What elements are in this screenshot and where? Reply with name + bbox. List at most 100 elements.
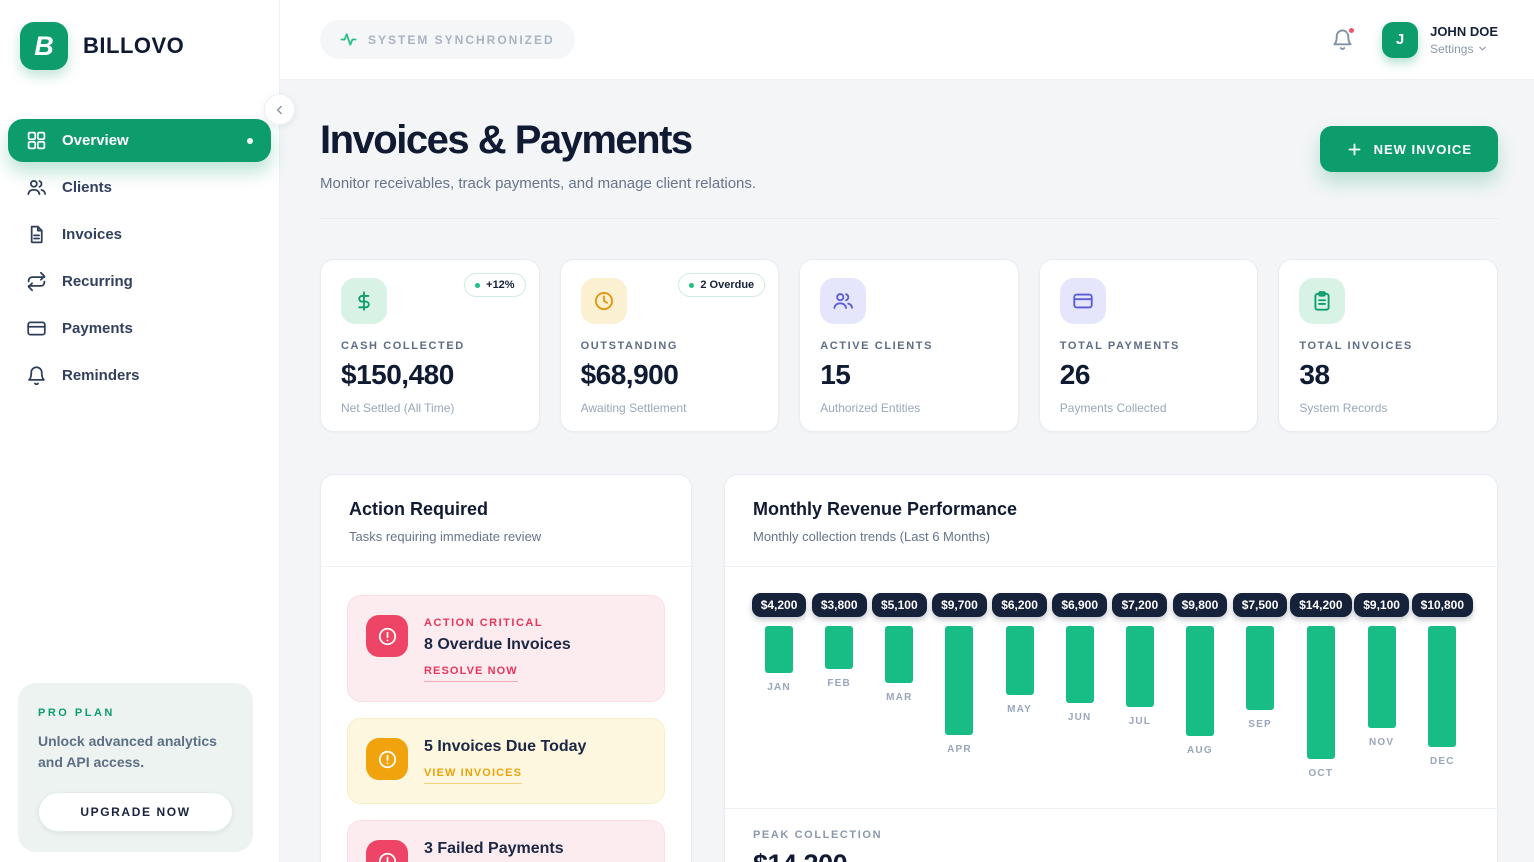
brand-name: BILLOVO [83, 33, 185, 58]
view-invoices-link[interactable]: VIEW INVOICES [424, 767, 523, 784]
new-invoice-label: NEW INVOICE [1373, 141, 1472, 157]
chart-column-oct: $14,200 OCT [1290, 593, 1352, 779]
resolve-now-link[interactable]: RESOLVE NOW [424, 665, 518, 682]
bar-value-label: $5,100 [871, 593, 927, 617]
badge-dot [689, 282, 695, 288]
alert-circle-icon [366, 840, 408, 862]
stat-card-total-payments: TOTAL PAYMENTS 26 Payments Collected [1038, 259, 1259, 432]
page-title: Invoices & Payments [320, 118, 693, 162]
chart-columns: $4,200 JAN $3,800 FEB $5,100 MAR $9,700 APR $6,2… [749, 593, 1474, 779]
action-item-3-failed-payments: 3 Failed Payments VIEW PAYMENTS [347, 820, 665, 862]
notifications-button[interactable] [1331, 26, 1357, 51]
bar-value-label: $9,700 [932, 593, 987, 617]
sidebar-item-label: Payments [62, 320, 133, 337]
users-icon [26, 177, 47, 198]
stat-footer: Authorized Entities [820, 401, 921, 415]
bar-value-label: $3,800 [811, 593, 867, 617]
stat-value: $68,900 [580, 359, 679, 390]
upgrade-now-button[interactable]: UPGRADE NOW [38, 792, 233, 832]
revenue-title: Monthly Revenue Performance [753, 499, 1018, 519]
bar-value-label: $9,100 [1354, 593, 1409, 617]
chart-column-feb: $3,800 FEB [809, 593, 869, 779]
notification-dot [1347, 26, 1357, 35]
peak-collection-label: PEAK COLLECTION [753, 829, 883, 841]
topbar-right: J JOHN DOE Settings [1331, 21, 1498, 58]
chart-column-may: $6,200 MAY [990, 593, 1050, 779]
header-divider [320, 218, 1498, 219]
bar-month-label: JUN [1067, 712, 1092, 723]
stat-footer: Net Settled (All Time) [341, 401, 455, 415]
bar-month-label: SEP [1248, 719, 1272, 730]
badge-dot [475, 282, 481, 288]
bar [1125, 626, 1154, 707]
chart-column-jun: $6,900 JUN [1050, 593, 1110, 779]
brand: B BILLOVO [0, 0, 279, 92]
new-invoice-button[interactable]: NEW INVOICE [1319, 126, 1498, 172]
bar [1065, 626, 1094, 703]
bar-value-label: $14,200 [1290, 593, 1352, 617]
chart-column-mar: $5,100 MAR [869, 593, 929, 779]
avatar: J [1382, 21, 1419, 58]
activity-pulse-icon [340, 31, 357, 48]
active-dot [247, 137, 253, 144]
action-title: 3 Failed Payments [424, 840, 564, 857]
user-menu[interactable]: J JOHN DOE Settings [1382, 21, 1498, 58]
bar [1306, 626, 1335, 759]
chevron-down-icon [1477, 43, 1488, 54]
system-status-label: SYSTEM SYNCHRONIZED [368, 32, 555, 47]
sidebar-item-label: Clients [62, 179, 113, 196]
stat-label: TOTAL INVOICES [1299, 340, 1413, 352]
stats-row: +12% CASH COLLECTED $150,480 Net Settled… [320, 259, 1498, 432]
bar-month-label: AUG [1187, 745, 1213, 756]
dollar-icon [341, 278, 387, 324]
stat-badge: +12% [464, 273, 526, 297]
sidebar-collapse-button[interactable] [264, 94, 295, 125]
action-title: 5 Invoices Due Today [424, 738, 587, 755]
bar-value-label: $9,800 [1172, 593, 1228, 617]
sidebar-item-payments[interactable]: Payments [8, 307, 271, 350]
stat-value: 26 [1059, 359, 1091, 390]
user-name: JOHN DOE [1430, 23, 1498, 39]
card-icon [1059, 278, 1106, 324]
bar-month-label: OCT [1308, 768, 1334, 779]
sidebar-item-clients[interactable]: Clients [8, 166, 271, 209]
bar-month-label: JUL [1128, 716, 1152, 727]
bar-month-label: MAY [1007, 704, 1033, 715]
chart-column-jul: $7,200 JUL [1110, 593, 1170, 779]
bar [1246, 626, 1275, 710]
bell-icon [1331, 28, 1354, 51]
bar [1185, 626, 1214, 736]
alert-circle-icon [366, 615, 408, 657]
sidebar-item-label: Recurring [62, 273, 133, 290]
sidebar: B BILLOVO Overview Clients Invoices Recu… [0, 0, 280, 862]
stat-value: 38 [1299, 359, 1330, 390]
bar-value-label: $4,200 [751, 593, 807, 617]
bar-value-label: $10,800 [1411, 593, 1474, 617]
action-title: 8 Overdue Invoices [424, 636, 571, 653]
bar-value-label: $6,900 [1052, 593, 1108, 617]
bar-month-label: JAN [767, 682, 791, 693]
action-required-subtitle: Tasks requiring immediate review [349, 529, 542, 544]
bar [1005, 626, 1034, 695]
sidebar-item-overview[interactable]: Overview [8, 119, 271, 162]
pro-plan-title: PRO PLAN [38, 706, 115, 719]
bar-month-label: MAR [886, 692, 913, 703]
alert-circle-icon [366, 738, 408, 780]
sidebar-item-recurring[interactable]: Recurring [8, 260, 271, 303]
chart-column-sep: $7,500 SEP [1230, 593, 1290, 779]
system-status-badge: SYSTEM SYNCHRONIZED [320, 20, 575, 59]
stat-card-total-invoices: TOTAL INVOICES 38 System Records [1278, 259, 1498, 432]
bar [1428, 626, 1457, 747]
clock-icon [580, 278, 627, 324]
action-item-8-overdue-invoices: ACTION CRITICAL 8 Overdue Invoices RESOL… [347, 595, 665, 702]
sidebar-item-reminders[interactable]: Reminders [8, 354, 271, 397]
bar-month-label: FEB [827, 678, 851, 689]
chart-column-aug: $9,800 AUG [1170, 593, 1230, 779]
action-items: ACTION CRITICAL 8 Overdue Invoices RESOL… [321, 567, 691, 862]
sidebar-item-invoices[interactable]: Invoices [8, 213, 271, 256]
stat-footer: System Records [1299, 401, 1388, 415]
users-icon [820, 278, 867, 324]
stat-card-active-clients: ACTIVE CLIENTS 15 Authorized Entities [799, 259, 1019, 432]
stat-card-outstanding: 2 Overdue OUTSTANDING $68,900 Awaiting S… [559, 259, 780, 432]
sidebar-nav: Overview Clients Invoices Recurring Paym… [0, 119, 279, 397]
